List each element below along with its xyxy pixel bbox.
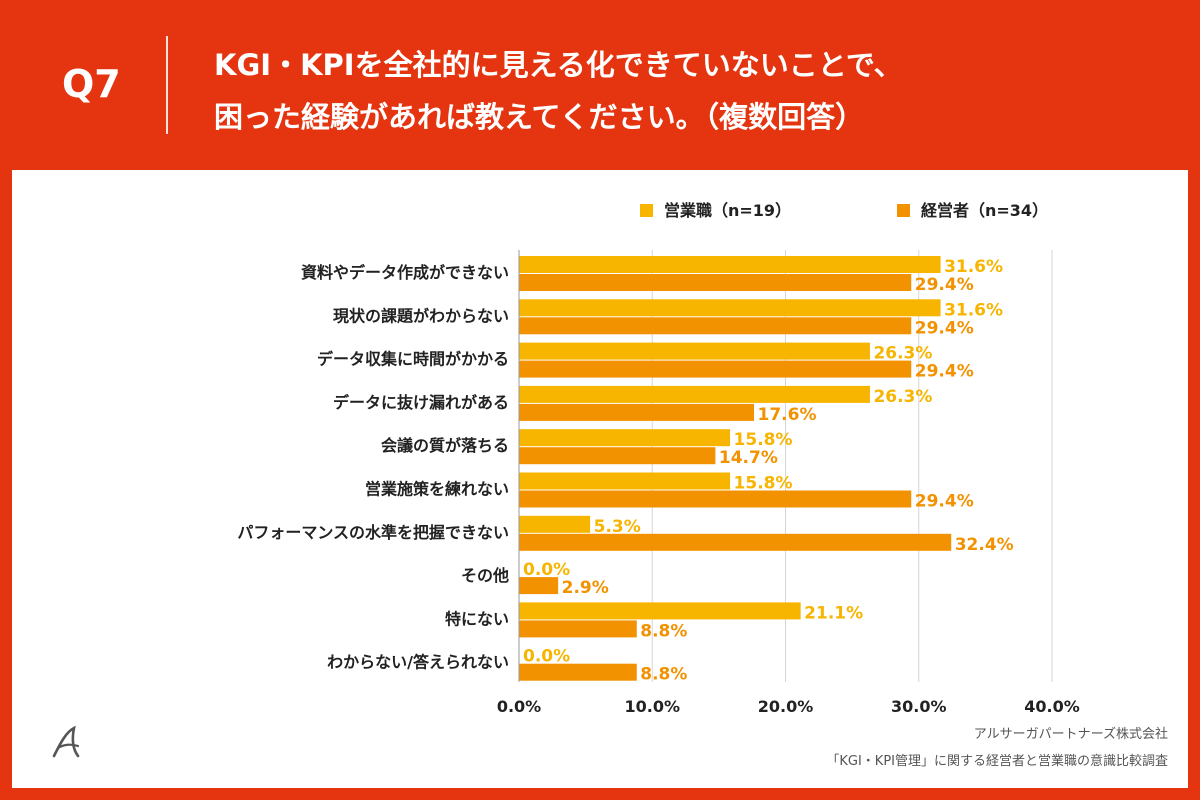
- bar: [519, 256, 941, 273]
- question-text-line-2: 困った経験があれば教えてください。（複数回答）: [214, 100, 865, 134]
- bar: [519, 490, 912, 508]
- data-label: 5.3%: [594, 517, 641, 537]
- data-label: 29.4%: [915, 362, 974, 382]
- bar: [519, 577, 559, 595]
- bar: [519, 620, 637, 638]
- category-label: 現状の課題がわからない: [333, 306, 509, 325]
- data-label: 26.3%: [873, 344, 932, 364]
- question-number: Q7: [62, 62, 121, 106]
- data-label: 26.3%: [873, 387, 932, 407]
- data-label: 8.8%: [640, 665, 687, 685]
- data-label: 15.8%: [734, 474, 793, 494]
- category-label: パフォーマンスの水準を把握できない: [237, 523, 509, 542]
- category-label: その他: [461, 566, 509, 585]
- data-label: 29.4%: [915, 318, 974, 338]
- data-label: 29.4%: [915, 275, 974, 295]
- question-header: Q7 KGI・KPIを全社的に見える化できていないことで、 困った経験があれば教…: [0, 0, 1200, 170]
- footer-company: アルサーガパートナーズ株式会社: [973, 727, 1168, 742]
- bar: [519, 274, 912, 291]
- data-label: 2.9%: [562, 578, 609, 598]
- category-label: わからない/答えられない: [327, 653, 509, 672]
- data-label: 0.0%: [523, 560, 570, 580]
- data-label: 31.6%: [944, 300, 1003, 320]
- legend-swatch: [640, 204, 653, 217]
- header-divider: [166, 36, 168, 134]
- data-label: 0.0%: [523, 647, 570, 667]
- question-text-line-1: KGI・KPIを全社的に見える化できていないことで、: [214, 48, 903, 82]
- category-label: データに抜け漏れがある: [333, 393, 509, 412]
- data-label: 17.6%: [758, 405, 817, 425]
- legend-label: 営業職（n=19）: [664, 201, 791, 220]
- bar: [519, 447, 716, 465]
- x-tick-label: 10.0%: [624, 697, 680, 716]
- x-tick-label: 20.0%: [758, 697, 814, 716]
- bar: [519, 317, 912, 335]
- bar: [519, 403, 755, 421]
- legend-label: 経営者（n=34）: [921, 201, 1048, 220]
- bar: [519, 472, 731, 490]
- chart-panel: 0.0% 10.0% 20.0% 30.0% 40.0% 営業職（n=19） 経営者（n=3…: [12, 170, 1188, 788]
- bar: [519, 360, 912, 378]
- data-label: 21.1%: [804, 603, 863, 623]
- legend-swatch: [897, 204, 910, 217]
- footer-survey-title: 「KGI・KPI管理」に関する経営者と営業職の意識比較調査: [826, 754, 1168, 769]
- bar: [519, 602, 801, 620]
- bar: [519, 533, 952, 551]
- category-label: 資料やデータ作成ができない: [301, 263, 509, 282]
- bar: [519, 429, 731, 447]
- bar-chart: 0.0% 10.0% 20.0% 30.0% 40.0% 営業職（n=19） 経営者（n=3…: [237, 201, 1080, 716]
- data-label: 15.8%: [734, 430, 793, 450]
- company-logo-icon: [52, 725, 80, 758]
- category-label: 会議の質が落ちる: [381, 436, 509, 455]
- data-label: 14.7%: [719, 448, 778, 468]
- data-label: 31.6%: [944, 257, 1003, 277]
- bar: [519, 663, 637, 681]
- category-label: データ収集に時間がかかる: [317, 350, 509, 369]
- data-label: 32.4%: [955, 535, 1014, 555]
- bar: [519, 385, 870, 403]
- data-label: 8.8%: [640, 621, 687, 641]
- data-label: 29.4%: [915, 492, 974, 512]
- x-tick-label: 30.0%: [891, 697, 947, 716]
- x-tick-label: 40.0%: [1024, 697, 1080, 716]
- category-label: 特にない: [445, 609, 509, 628]
- x-tick-label: 0.0%: [497, 697, 541, 716]
- category-label: 営業施策を練れない: [365, 480, 509, 499]
- bar: [519, 299, 941, 317]
- bar: [519, 515, 591, 533]
- bar: [519, 342, 870, 360]
